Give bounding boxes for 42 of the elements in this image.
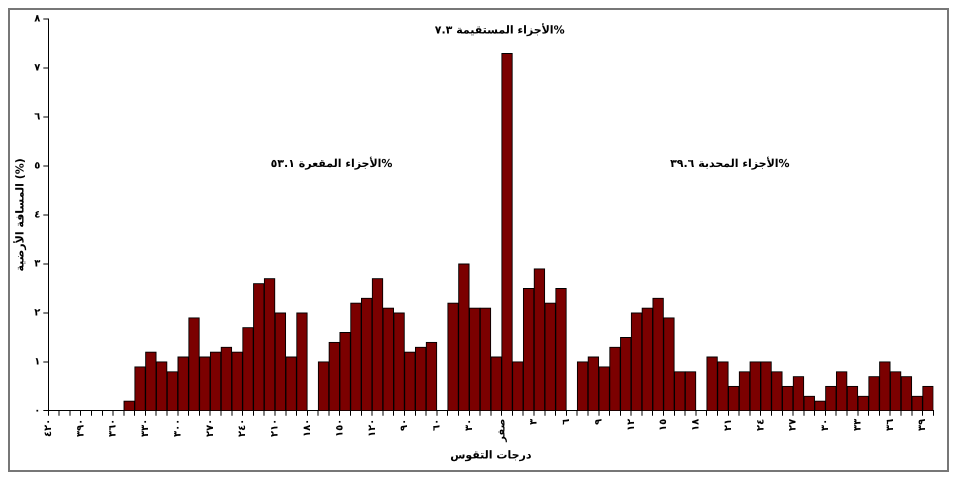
- x-tick-label: ٢٧: [788, 418, 799, 431]
- x-tick-label: ٣٣: [852, 418, 864, 431]
- x-tick-label: ٣٦٠: [108, 418, 119, 438]
- x-tick-label: ٤٢٠: [42, 418, 54, 438]
- y-axis-title: المسافة الأرضية (%): [12, 158, 26, 272]
- x-tick-label: ٦٠: [432, 418, 443, 431]
- x-tick-label: ٢٤: [755, 418, 766, 431]
- y-tick-label: ٤: [34, 209, 40, 220]
- y-tick-label: ٧: [34, 62, 40, 74]
- x-tick-label: ٣٩٠: [75, 418, 86, 438]
- x-tick-label: ٢١: [722, 418, 734, 431]
- x-tick-label: ٣٠: [464, 418, 475, 431]
- y-tick-label: ٠: [34, 405, 40, 416]
- x-tick-label: ٣: [528, 418, 540, 425]
- x-tick-label: ٣٩: [917, 418, 928, 431]
- y-tick-label: ٥: [34, 160, 40, 172]
- annotation: الأجزاء المحدبة ٣٩.٦%: [670, 156, 790, 170]
- x-tick-label: ٢٧٠: [204, 418, 216, 438]
- x-tick-label: ٣٠٠: [172, 418, 184, 438]
- x-tick-label: ١٨٠: [302, 418, 313, 438]
- x-tick-label: ٩٠: [399, 418, 410, 431]
- y-tick-label: ٣: [34, 258, 40, 270]
- y-tick-label: ٦: [34, 112, 40, 123]
- annotation: الأجزاء المستقيمة ٧.٣%: [434, 22, 565, 37]
- x-tick-label: ٣٦: [884, 418, 896, 431]
- y-tick-label: ٨: [34, 14, 40, 25]
- x-tick-label: ٣٣٠: [140, 418, 152, 438]
- x-tick-label: ٣٠: [820, 418, 832, 431]
- x-tick-label: ١٢: [626, 418, 637, 431]
- x-tick-label: ١٨: [690, 418, 702, 431]
- x-tick-label: ٩: [593, 418, 604, 425]
- y-tick-label: ١: [34, 356, 40, 368]
- x-tick-label: ١٢٠: [366, 418, 378, 438]
- x-tick-label: ١٥٠: [334, 418, 346, 438]
- y-tick-label: ٢: [34, 307, 40, 318]
- x-tick-label: ٢١٠: [270, 418, 281, 438]
- x-tick-label: صفر: [496, 418, 508, 443]
- annotation: الأجزاء المقعرة ٥٣.١%: [270, 156, 392, 170]
- x-tick-label: ٦: [561, 418, 572, 425]
- x-axis-title: درجات التقوس: [450, 448, 532, 462]
- x-tick-label: ٢٤٠: [237, 418, 248, 438]
- x-tick-label: ١٥: [658, 418, 670, 431]
